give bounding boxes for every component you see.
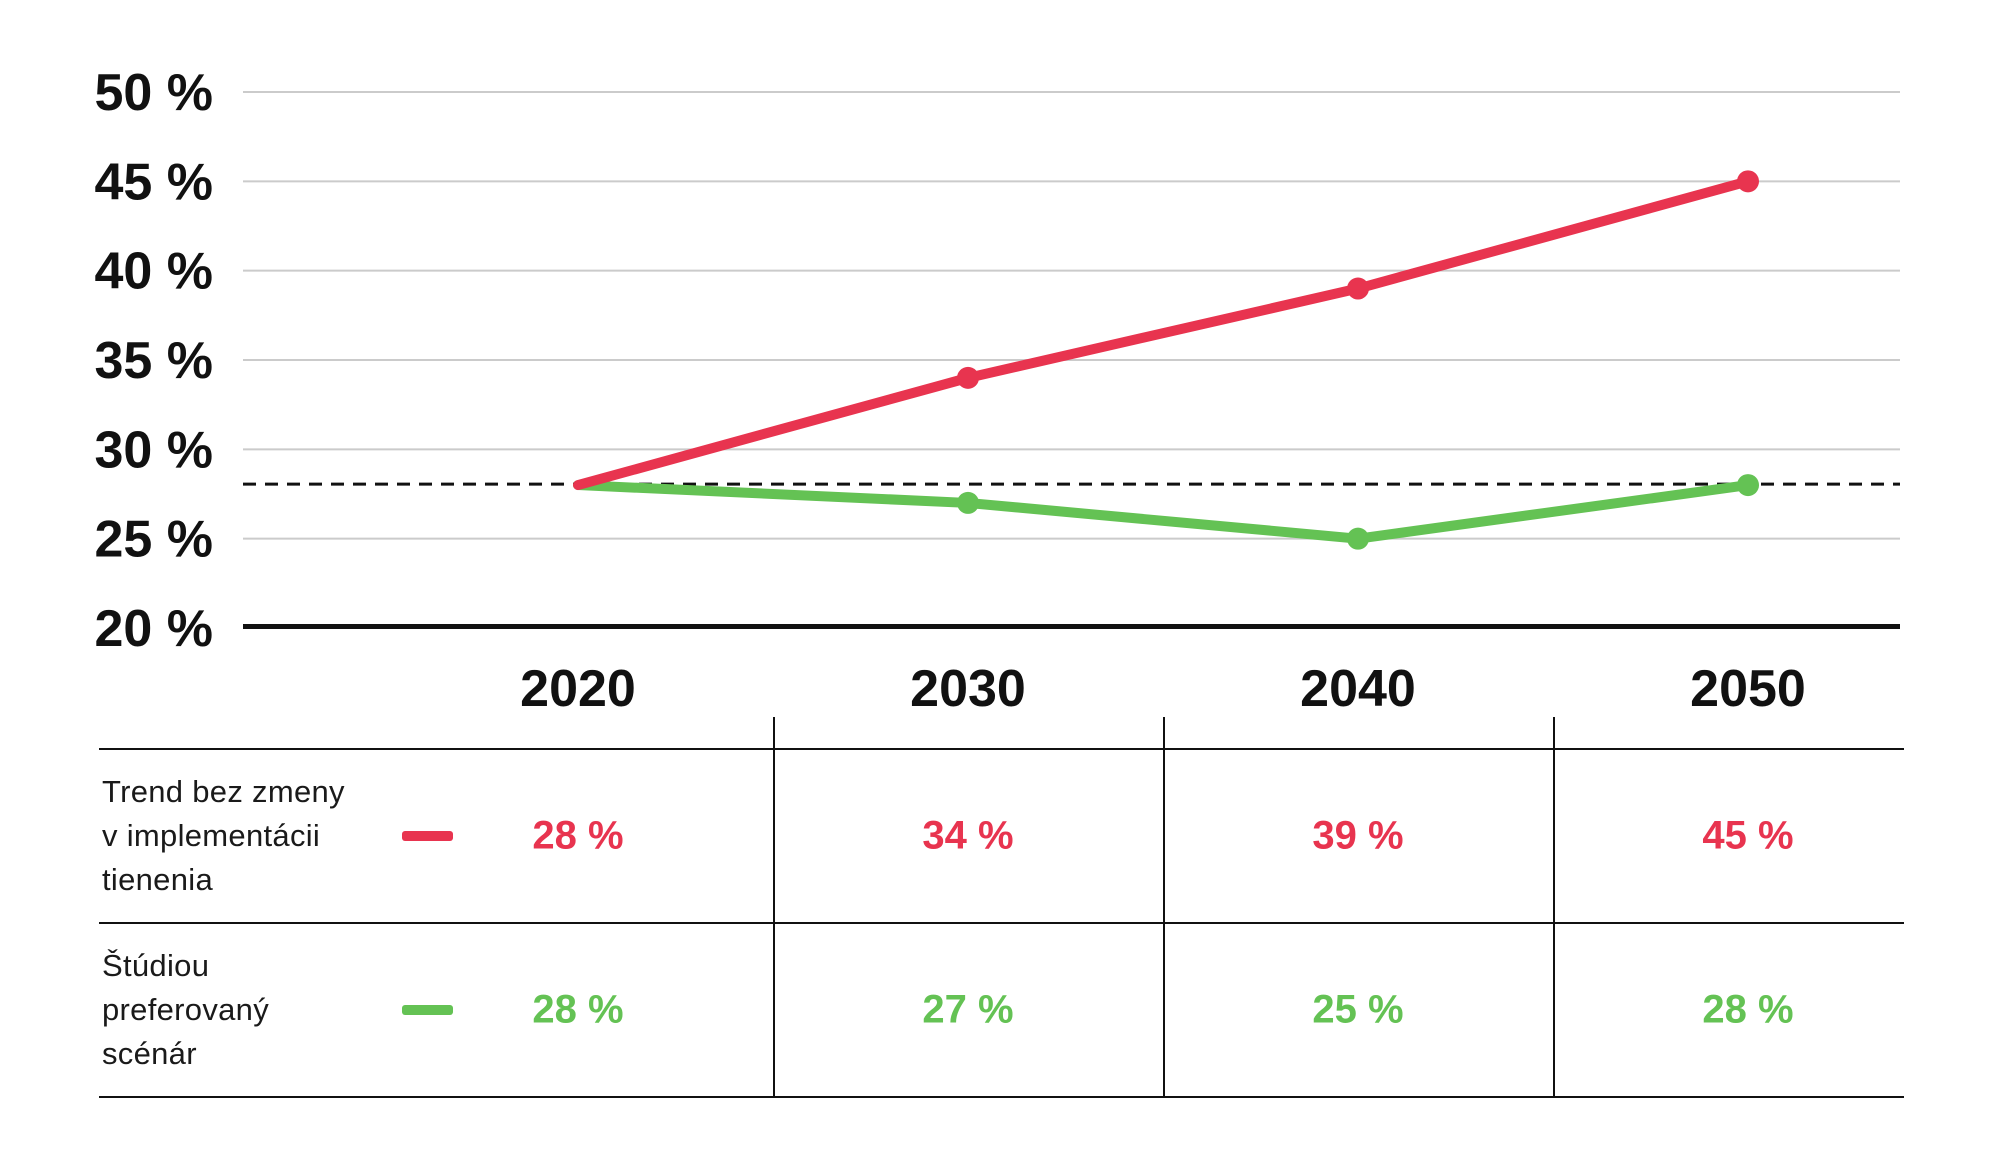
data-point-marker xyxy=(957,491,979,514)
table-row-trend: Trend bez zmeny v implementácii tienenia… xyxy=(99,750,1904,924)
data-table: Trend bez zmeny v implementácii tienenia… xyxy=(99,748,1904,1098)
y-tick-label: 25 % xyxy=(94,511,213,569)
y-tick-label: 20 % xyxy=(94,600,213,658)
y-tick-label: 45 % xyxy=(94,153,213,211)
legend-swatch-preferred-icon xyxy=(402,1005,453,1015)
value-cell-trend-2030: 34 % xyxy=(922,813,1014,858)
value-cell-trend-2040: 39 % xyxy=(1312,813,1404,858)
table-column-divider xyxy=(1553,717,1555,1097)
x-tick-label: 2030 xyxy=(910,660,1026,718)
x-tick-label: 2020 xyxy=(520,660,636,718)
series-line xyxy=(573,176,1753,491)
line-chart: 50 % 45 % 40 % 35 % 30 % 25 % 20 % 2020 2030 2040… xyxy=(94,64,1900,718)
data-point-marker xyxy=(957,366,979,389)
value-cell-trend-2020: 28 % xyxy=(532,813,624,858)
y-tick-label: 35 % xyxy=(94,332,213,390)
table-column-divider xyxy=(773,717,775,1097)
y-tick-label: 50 % xyxy=(94,64,213,122)
table-column-divider xyxy=(1163,717,1165,1097)
series-line xyxy=(573,480,1753,544)
data-point-marker xyxy=(1737,170,1759,193)
value-cell-trend-2050: 45 % xyxy=(1702,813,1794,858)
value-cell-preferred-2020: 28 % xyxy=(532,987,624,1032)
data-point-marker xyxy=(1737,474,1759,497)
row-label-preferred: Štúdiou preferovaný scénár xyxy=(102,948,270,1071)
y-tick-label: 30 % xyxy=(94,421,213,479)
x-tick-label: 2040 xyxy=(1300,660,1416,718)
legend-swatch-trend-icon xyxy=(402,831,453,841)
table-row-preferred: Štúdiou preferovaný scénár 28 % 27 % 25 … xyxy=(99,924,1904,1096)
value-cell-preferred-2050: 28 % xyxy=(1702,987,1794,1032)
row-label-trend: Trend bez zmeny v implementácii tienenia xyxy=(102,774,345,897)
data-point-marker xyxy=(1347,527,1369,550)
value-cell-preferred-2040: 25 % xyxy=(1312,987,1404,1032)
value-cell-preferred-2030: 27 % xyxy=(922,987,1014,1032)
y-tick-label: 40 % xyxy=(94,243,213,301)
data-point-marker xyxy=(1347,277,1369,300)
x-tick-label: 2050 xyxy=(1690,660,1806,718)
